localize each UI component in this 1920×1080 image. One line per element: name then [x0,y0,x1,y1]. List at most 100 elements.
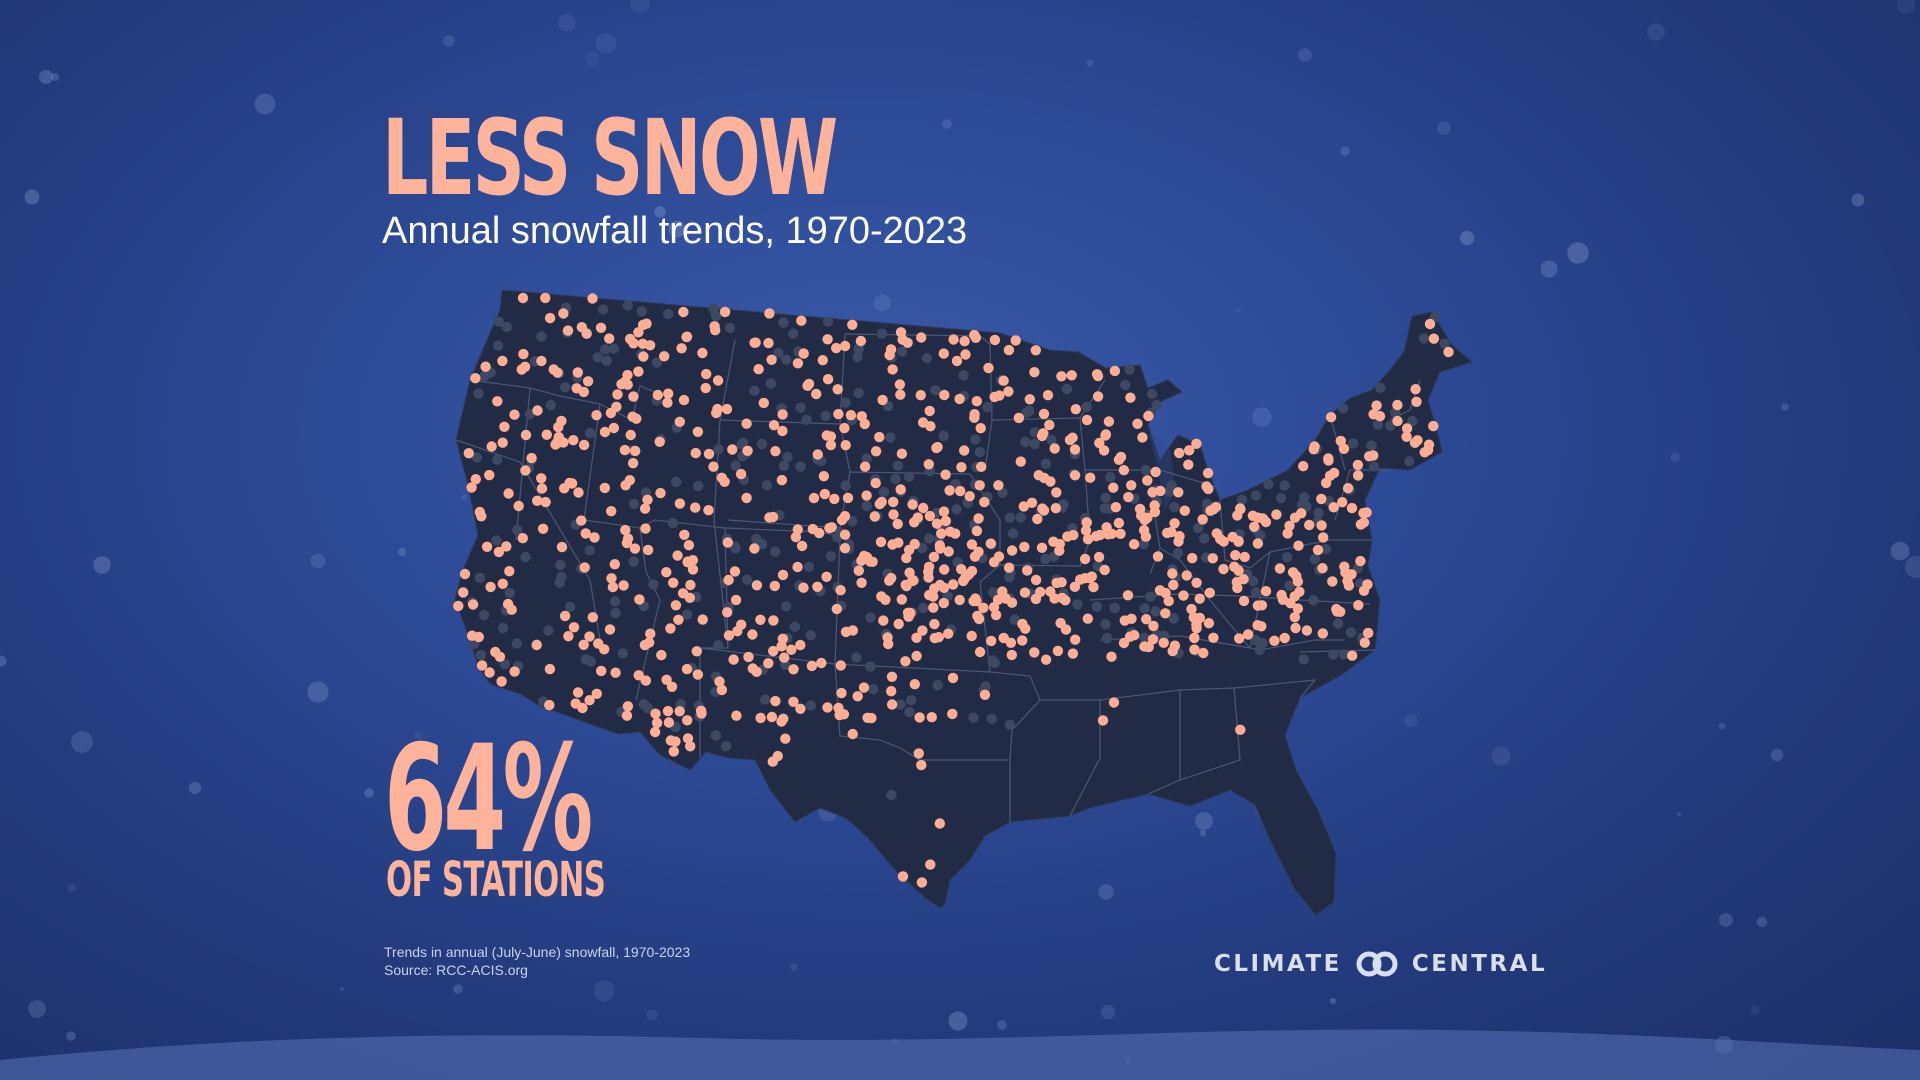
station-dot-decreasing [934,818,945,829]
station-dot-decreasing [1392,399,1403,411]
station-dot-decreasing [1019,587,1031,598]
station-dot-decreasing [681,663,693,675]
station-dot-decreasing [829,493,840,505]
station-dot-decreasing [1050,503,1062,514]
station-dot-decreasing [1015,456,1026,467]
station-dot-decreasing [1123,491,1134,503]
station-dot-decreasing [764,512,775,523]
station-dot-decreasing [923,561,935,572]
station-dot-decreasing [544,699,555,711]
station-dot-decreasing [798,348,809,359]
station-dot-decreasing [701,368,712,380]
station-dot-decreasing [943,546,954,557]
station-dot-decreasing [755,712,766,724]
snowflake [1756,916,1768,928]
station-dot-decreasing [795,703,806,714]
station-dot-decreasing [1318,532,1329,543]
station-dot-decreasing [926,712,937,723]
station-dot-decreasing [506,604,517,615]
station-dot-other [1192,522,1204,534]
station-dot-decreasing [1298,461,1309,472]
station-dot-decreasing [1235,503,1246,514]
station-dot-other [663,308,674,320]
station-dot-decreasing [1327,576,1338,587]
station-dot-other [895,699,906,710]
station-dot-decreasing [788,696,799,707]
station-dot-decreasing [944,526,956,537]
station-dot-decreasing [777,409,788,420]
station-dot-decreasing [1428,420,1439,432]
station-dot-decreasing [1045,476,1056,487]
station-dot-other [773,347,784,359]
station-dot-decreasing [1368,450,1379,461]
station-dot-decreasing [747,629,758,640]
station-dot-decreasing [998,375,1009,386]
station-dot-decreasing [938,506,950,517]
station-dot-decreasing [573,487,584,498]
station-dot-decreasing [956,564,967,575]
station-dot-other [974,446,985,458]
station-dot-other [1046,434,1057,445]
station-dot-decreasing [938,348,949,359]
station-dot-other [671,476,682,488]
station-dot-other [1299,492,1310,503]
station-dot-decreasing [1024,394,1036,405]
station-dot-decreasing [655,487,666,499]
station-dot-decreasing [1167,568,1178,579]
station-dot-other [1009,614,1020,625]
page-title: LESS SNOW [382,97,838,219]
station-dot-decreasing [732,626,743,637]
station-dot-decreasing [1242,629,1254,640]
station-dot-decreasing [541,429,552,440]
station-dot-other [638,699,649,710]
station-dot-decreasing [735,468,747,480]
station-dot-decreasing [808,492,820,504]
station-dot-other [1145,591,1156,602]
station-dot-decreasing [918,502,929,514]
station-dot-decreasing [1189,644,1200,655]
station-dot-decreasing [1194,593,1205,604]
station-dot-decreasing [1038,505,1050,516]
station-dot-decreasing [917,625,928,636]
station-dot-decreasing [948,334,959,345]
station-dot-other [1345,627,1357,638]
station-dot-decreasing [1094,437,1105,449]
station-dot-decreasing [1296,508,1307,519]
station-dot-decreasing [1003,562,1015,573]
station-dot-other [1199,533,1210,544]
station-dot-decreasing [576,515,587,526]
station-dot-other [781,354,792,365]
station-dot-other [805,700,816,711]
station-dot-other [1166,480,1177,491]
station-dot-decreasing [1048,536,1059,547]
station-dot-decreasing [1021,565,1033,576]
station-dot-decreasing [936,528,947,539]
station-dot-other [951,504,962,515]
station-dot-decreasing [960,349,971,360]
station-dot-decreasing [885,344,897,355]
station-dot-decreasing [913,748,924,759]
station-dot-decreasing [494,651,506,662]
station-dot-decreasing [822,702,833,713]
snowflake [1750,1005,1760,1015]
station-dot-decreasing [893,618,904,630]
station-dot-decreasing [839,422,850,434]
station-dot-decreasing [1346,569,1357,580]
snowflake [0,655,7,667]
station-dot-decreasing [578,439,590,451]
snowflake [1905,556,1920,578]
station-dot-decreasing [595,322,607,333]
station-dot-decreasing [1207,553,1219,564]
station-dot-decreasing [476,660,488,671]
station-dot-decreasing [716,472,727,483]
station-dot-decreasing [973,513,984,524]
station-dot-other [648,579,659,590]
station-dot-other [861,453,872,464]
station-dot-decreasing [651,717,663,729]
station-dot-decreasing [572,687,584,698]
snowflake [544,222,558,236]
station-dot-decreasing [777,425,788,437]
station-dot-decreasing [1049,443,1060,454]
station-dot-other [930,385,941,396]
station-dot-decreasing [776,474,788,486]
